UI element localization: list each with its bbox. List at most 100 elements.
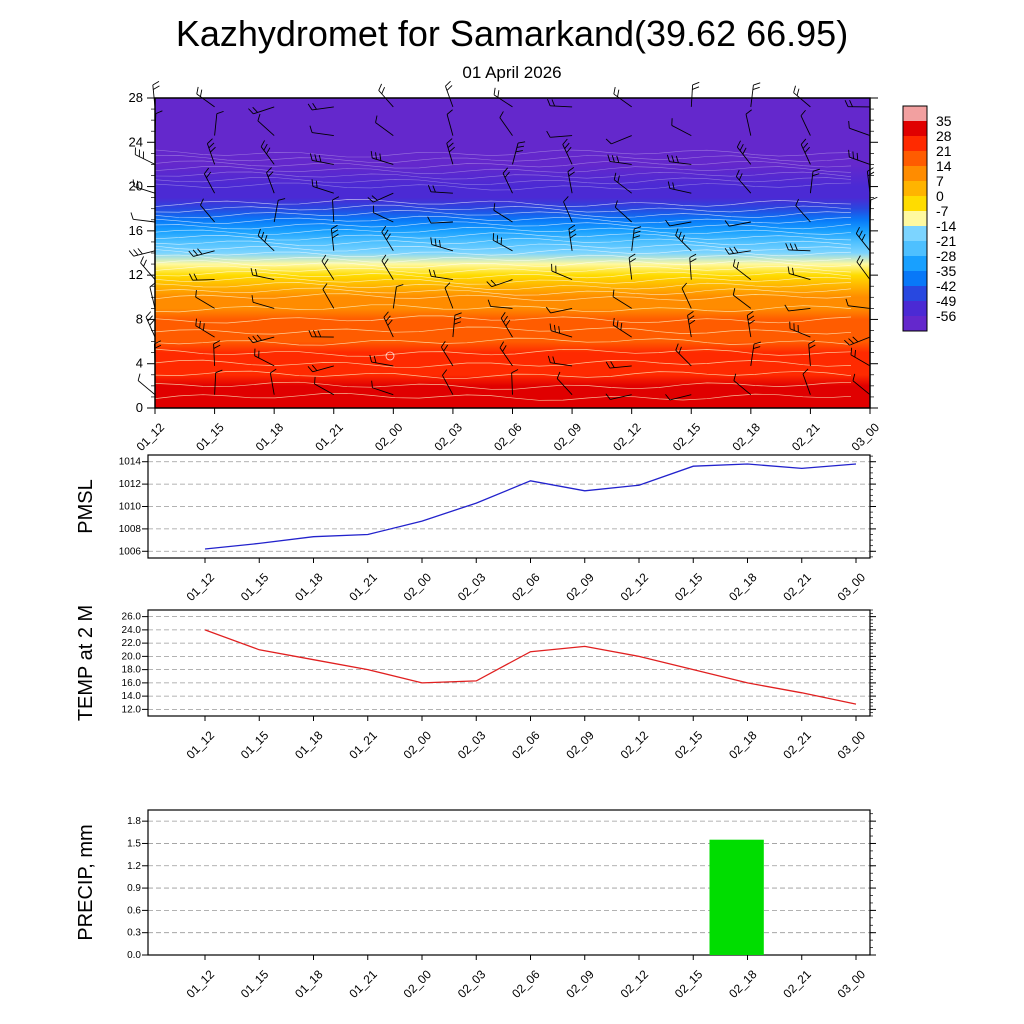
x-axis-tick-label: 02_00 bbox=[401, 570, 435, 604]
wind-barb bbox=[848, 120, 871, 137]
contour-line bbox=[155, 315, 852, 324]
y-axis-tick-label: 18.0 bbox=[122, 665, 142, 676]
x-axis-tick-label: 01_12 bbox=[184, 570, 218, 604]
colorbar-label: 21 bbox=[936, 143, 952, 159]
wind-barb bbox=[802, 368, 811, 395]
wind-barb bbox=[724, 246, 751, 255]
wind-barb bbox=[214, 369, 223, 395]
wind-barb bbox=[732, 259, 752, 280]
wind-barb bbox=[254, 348, 275, 367]
x-axis-tick-label: 02_21 bbox=[780, 967, 814, 1001]
y-axis-tick-label: 24 bbox=[129, 134, 143, 149]
x-axis-tick-label: 03_00 bbox=[835, 728, 869, 762]
wind-barb bbox=[260, 140, 275, 165]
wind-barb bbox=[613, 86, 632, 108]
wind-barb bbox=[308, 330, 334, 338]
x-axis-tick-label: 01_21 bbox=[312, 420, 346, 454]
contour-line bbox=[155, 232, 852, 241]
wind-barb bbox=[605, 361, 632, 369]
x-axis-tick-label: 01_15 bbox=[238, 728, 272, 762]
wind-barb bbox=[556, 371, 573, 396]
x-axis-tick-label: 02_18 bbox=[726, 967, 760, 1001]
wind-barb bbox=[735, 169, 752, 194]
wind-barb bbox=[784, 304, 811, 312]
wind-barb bbox=[500, 312, 513, 338]
wind-barb bbox=[850, 347, 871, 367]
colorbar-box bbox=[903, 286, 927, 301]
x-axis-tick-label: 02_21 bbox=[789, 420, 823, 454]
wind-barb bbox=[745, 109, 752, 136]
wind-barb bbox=[314, 376, 335, 396]
wind-barb bbox=[845, 298, 871, 309]
x-axis-tick-label: 02_00 bbox=[401, 967, 435, 1001]
y-axis-tick-label: 16.0 bbox=[122, 678, 142, 689]
temp2m-series-line bbox=[204, 629, 857, 705]
wind-barb bbox=[487, 299, 513, 309]
pmsl-frame bbox=[147, 454, 871, 559]
wind-barb bbox=[381, 254, 394, 280]
wind-barb bbox=[427, 185, 453, 194]
wind-barb bbox=[687, 310, 696, 338]
x-axis-tick-label: 02_00 bbox=[401, 728, 435, 762]
wind-barb bbox=[844, 99, 871, 108]
wind-barb bbox=[430, 237, 454, 252]
wind-barb bbox=[567, 167, 575, 194]
wind-barb bbox=[789, 321, 811, 338]
wind-barb bbox=[607, 154, 632, 165]
wind-barb bbox=[733, 373, 752, 396]
wind-barb bbox=[427, 216, 453, 224]
x-axis-tick-label: 01_18 bbox=[292, 728, 326, 762]
temperature-fill bbox=[155, 98, 870, 408]
y-axis-tick-label: 1.2 bbox=[127, 861, 141, 872]
x-axis-tick-label: 02_18 bbox=[729, 420, 763, 454]
x-axis-tick-label: 01_21 bbox=[346, 967, 380, 1001]
x-axis-tick-label: 03_00 bbox=[835, 967, 869, 1001]
colorbar-box bbox=[903, 226, 927, 241]
wind-barb bbox=[371, 380, 394, 396]
contour-line bbox=[155, 293, 852, 302]
wind-barb bbox=[442, 369, 454, 395]
y-axis-tick-label: 20.0 bbox=[122, 651, 142, 662]
wind-barb bbox=[724, 220, 751, 227]
wind-barb bbox=[562, 138, 573, 165]
x-axis-tick-label: 02_18 bbox=[726, 728, 760, 762]
cross-section-panel: 0 4 8 12 16 20 24 28 01_12 01_15 01_18 01_21 02_00 02… bbox=[129, 80, 882, 454]
x-axis-tick-label: 02_06 bbox=[509, 570, 543, 604]
wind-barb bbox=[248, 334, 275, 344]
wind-barb bbox=[671, 118, 692, 136]
wind-barb bbox=[750, 341, 761, 366]
y-axis-tick-label: 0.9 bbox=[127, 883, 141, 894]
x-axis-tick-label: 02_03 bbox=[455, 728, 489, 762]
wind-barb bbox=[452, 312, 462, 338]
wind-barb bbox=[372, 205, 394, 223]
colorbar-label: 14 bbox=[936, 158, 952, 174]
wind-barb bbox=[321, 254, 335, 280]
x-axis-tick-label: 01_12 bbox=[184, 728, 218, 762]
temp2m-panel: 12.0 14.0 16.0 18.0 20.0 22.0 24.0 26.0 01_12 01_… bbox=[75, 605, 876, 762]
wind-barb bbox=[746, 311, 755, 338]
wind-barb bbox=[612, 289, 632, 309]
wind-barb bbox=[214, 110, 224, 136]
wind-barb bbox=[492, 233, 513, 252]
colorbar-label: 0 bbox=[936, 188, 944, 204]
wind-barb bbox=[545, 306, 573, 314]
y-axis-tick-label: 14.0 bbox=[122, 691, 142, 702]
y-axis-tick-label: 0 bbox=[136, 400, 143, 415]
contour-line bbox=[155, 238, 852, 246]
contour-line bbox=[155, 204, 852, 213]
precip-panel: 0.0 0.3 0.6 0.9 1.2 1.5 1.8 01_12 01_15 01_18 01_2… bbox=[75, 809, 876, 1001]
y-axis-tick-label: 1014 bbox=[119, 457, 142, 468]
x-axis-tick-label: 01_15 bbox=[238, 570, 272, 604]
x-axis-tick-label: 02_03 bbox=[455, 570, 489, 604]
wind-barb bbox=[549, 323, 573, 338]
x-axis-tick-label: 02_06 bbox=[509, 967, 543, 1001]
x-axis-tick-label: 02_12 bbox=[618, 967, 652, 1001]
wind-barb bbox=[392, 284, 404, 309]
pmsl-axis-label: PMSL bbox=[75, 479, 97, 533]
temp2m-frame bbox=[147, 609, 871, 717]
wind-barb bbox=[512, 141, 526, 165]
y-axis-tick-label: 1008 bbox=[119, 524, 142, 535]
wind-barb bbox=[330, 224, 339, 251]
y-axis-tick-label: 22.0 bbox=[122, 638, 142, 649]
contour-line bbox=[155, 177, 852, 185]
